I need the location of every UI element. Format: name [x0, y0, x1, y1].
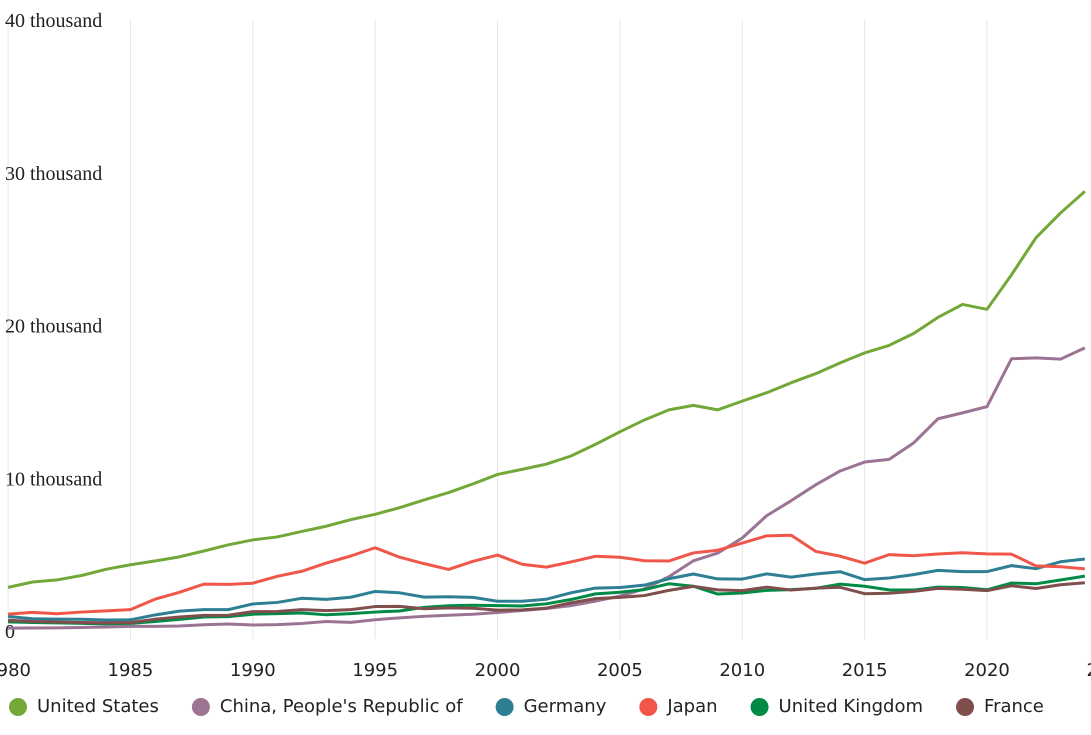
x-tick-label: 2000 [475, 660, 521, 681]
legend-label: China, People's Republic of [220, 696, 463, 717]
legend-marker [191, 698, 210, 716]
x-tick-label: 1980 [0, 660, 31, 681]
series-line [8, 346, 1086, 630]
series-line [7, 557, 1086, 622]
y-tick-label: 40 thousand [5, 10, 102, 32]
series-line [8, 581, 1086, 625]
legend-label: France [984, 696, 1044, 717]
x-tick-label: 2015 [842, 660, 888, 681]
series-line [7, 190, 1086, 589]
y-tick-label: 0 [5, 621, 15, 643]
x-tick-label: 2020 [964, 660, 1010, 681]
x-tick-label: 1985 [108, 660, 154, 681]
legend-marker [750, 698, 769, 716]
series-line [8, 574, 1086, 626]
legend-label: Japan [666, 696, 717, 717]
legend-label: United States [37, 696, 159, 717]
x-tick-label: 1990 [230, 660, 276, 681]
legend-marker [9, 698, 27, 716]
x-tick-label: 2010 [719, 660, 765, 681]
series-line [7, 533, 1086, 616]
legend-marker [956, 698, 975, 716]
legend-marker [639, 698, 658, 716]
x-tick-label: 2025 [1086, 660, 1091, 681]
x-tick-label: 2005 [597, 660, 643, 681]
legend-label: Germany [524, 696, 607, 717]
y-tick-label: 10 thousand [5, 468, 102, 490]
legend-marker [495, 698, 514, 716]
legend-label: United Kingdom [779, 696, 923, 717]
y-tick-label: 30 thousand [5, 163, 102, 185]
y-tick-label: 20 thousand [5, 316, 102, 338]
x-tick-label: 1995 [352, 660, 398, 681]
